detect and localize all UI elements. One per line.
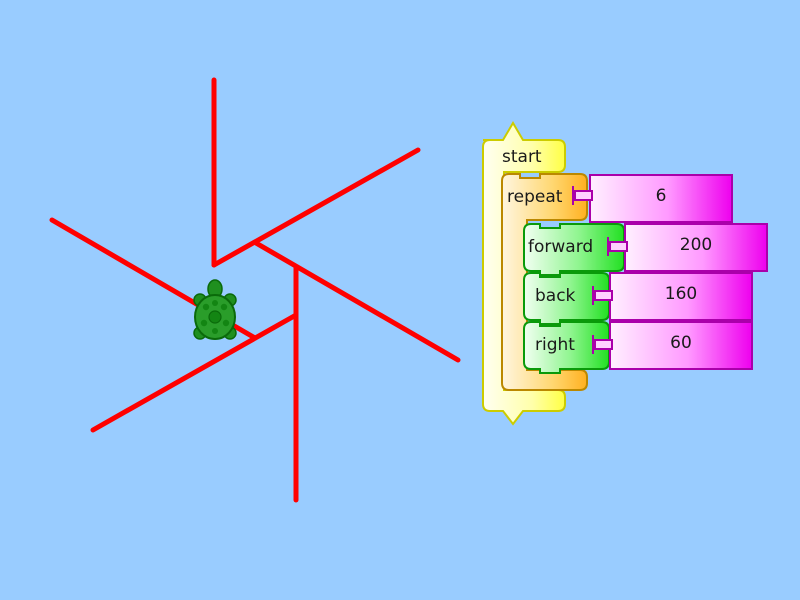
back-block[interactable] (523, 272, 610, 325)
start-label: start (502, 147, 542, 167)
right-block[interactable] (523, 321, 610, 374)
connector-icon (592, 335, 613, 354)
connector-icon (572, 186, 593, 205)
drawn-line (253, 240, 461, 363)
right-value-block[interactable] (609, 321, 753, 370)
repeat-label: repeat (507, 187, 563, 207)
back-label: back (535, 286, 576, 306)
forward-label: forward (528, 237, 594, 257)
forward-value-block[interactable] (624, 223, 768, 272)
repeat-count-value[interactable]: 6 (655, 186, 667, 206)
right-value[interactable]: 60 (670, 333, 692, 353)
drawn-line (211, 147, 421, 268)
turtle-icon[interactable] (193, 279, 237, 340)
forward-block[interactable] (523, 223, 625, 276)
drawn-line (90, 312, 299, 433)
turtle-drawing (49, 77, 461, 503)
forward-value[interactable]: 200 (679, 235, 713, 255)
connector-icon (592, 286, 613, 305)
connector-icon (607, 237, 628, 256)
repeat-count-block[interactable] (589, 174, 733, 223)
right-label: right (535, 335, 575, 355)
back-value[interactable]: 160 (664, 284, 698, 304)
